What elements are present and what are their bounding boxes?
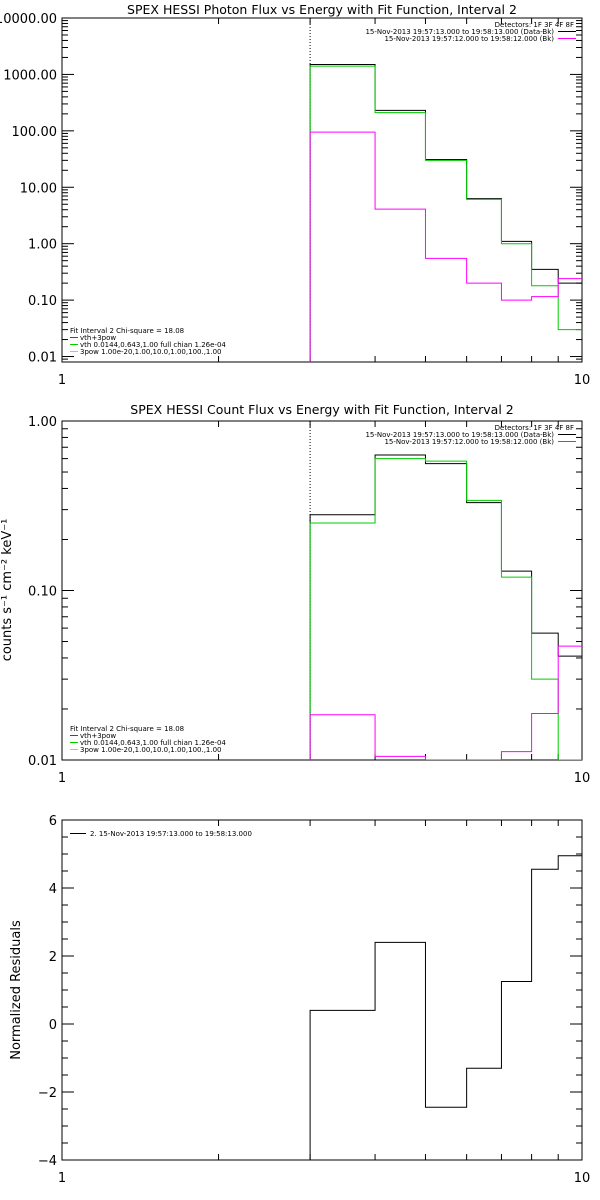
x-tick-label: 1 [58, 771, 66, 786]
panel3-ylabel: Normalized Residuals [9, 920, 24, 1060]
photon-flux-panel: 1 10 0.01 0.10 1.00 10.00 100.00 1000.00 10000.0… [0, 12, 590, 388]
y-tick-label: 0.10 [28, 294, 57, 309]
y-tick-label: 0 [49, 1018, 57, 1033]
x-tick-label: 10 [574, 771, 591, 786]
series-histogram [309, 131, 582, 362]
panel2-ylabel: counts s⁻¹ cm⁻² keV⁻¹ [0, 519, 15, 662]
y-tick-label: 4 [49, 882, 57, 897]
y-tick-label: 1.00 [28, 415, 57, 430]
y-tick-label: 10.00 [20, 181, 57, 196]
series-histogram [309, 63, 582, 362]
legend-entry: vth+3pow [80, 732, 116, 740]
legend-header: Detectors: 1F 3F 4F 8F [495, 21, 574, 29]
legend-entry: vth 0.0144,0.643,1.00 full chian 1.26e-0… [80, 739, 226, 747]
series-histogram [309, 65, 582, 362]
y-tick-label: 1.00 [28, 238, 57, 253]
y-tick-label: −4 [38, 1154, 57, 1169]
legend-header: Fit Interval 2 Chi-square = 18.08 [70, 327, 184, 335]
series-histogram [309, 645, 582, 760]
x-tick-label: 1 [58, 373, 66, 388]
residuals-panel: 1 10 −4 −2 0 2 4 6 2. 15-Nov-2013 19:57:13.000 t… [38, 814, 590, 1186]
legend-header: Fit Interval 2 Chi-square = 18.08 [70, 725, 184, 733]
y-tick-label: 0.01 [28, 754, 57, 769]
y-tick-label: 2 [49, 950, 57, 965]
legend-entry: vth 0.0144,0.643,1.00 full chian 1.26e-0… [80, 341, 226, 349]
legend-entry: 15-Nov-2013 19:57:13.000 to 19:58:13.000… [365, 431, 554, 439]
plot-frame [61, 17, 583, 363]
legend-entry: vth+3pow [80, 334, 116, 342]
legend-entry: 3pow 1.00e-20,1.00,10.0,1.00,100.,1.00 [80, 746, 222, 754]
count-flux-panel: 1 100.010.101.00 Detectors: 1F 3F 4F 8F15-… [28, 415, 590, 786]
legend-entry: 3pow 1.00e-20,1.00,10.0,1.00,100.,1.00 [80, 348, 222, 356]
plot-frame [61, 819, 583, 1161]
legend-entry: 15-Nov-2013 19:57:12.000 to 19:58:12.000… [384, 35, 554, 43]
y-tick-label: 0.01 [28, 351, 57, 366]
series-histogram [309, 458, 582, 760]
x-tick-label: 10 [574, 1171, 591, 1186]
legend-entry: 15-Nov-2013 19:57:13.000 to 19:58:13.000… [365, 28, 554, 36]
panel2-title: SPEX HESSI Count Flux vs Energy with Fit… [130, 402, 513, 417]
x-tick-label: 1 [58, 1171, 66, 1186]
series-histogram [309, 855, 582, 1160]
legend-header: Detectors: 1F 3F 4F 8F [495, 424, 574, 432]
y-tick-label: 100.00 [12, 125, 58, 140]
y-tick-label: 10000.00 [0, 12, 57, 27]
plot-frame [61, 420, 583, 761]
legend-entry: 15-Nov-2013 19:57:12.000 to 19:58:12.000… [384, 438, 554, 446]
y-tick-label: −2 [38, 1086, 57, 1101]
y-tick-label: 6 [49, 814, 57, 829]
y-tick-label: 0.10 [28, 585, 57, 600]
legend-entry: 2. 15-Nov-2013 19:57:13.000 to 19:58:13.… [90, 830, 252, 838]
panel1-title: SPEX HESSI Photon Flux vs Energy with Fi… [127, 2, 517, 17]
x-tick-label: 10 [574, 373, 591, 388]
y-tick-label: 1000.00 [3, 68, 57, 83]
